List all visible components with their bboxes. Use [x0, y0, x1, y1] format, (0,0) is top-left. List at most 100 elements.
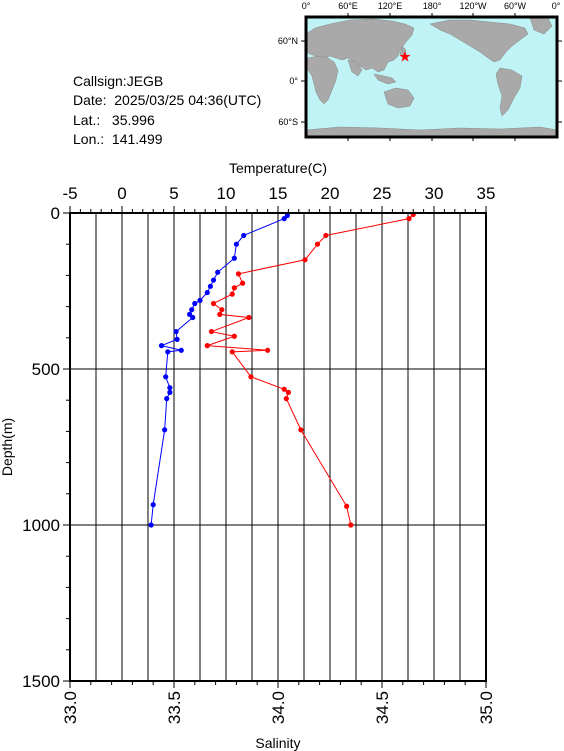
temperature-tick-labels: -5 0 5 10 15 20 25 30 35: [62, 184, 495, 203]
temperature-data-point: [241, 232, 247, 239]
temperature-data-point: [165, 349, 171, 355]
salinity-tick-label: 34.5: [373, 691, 392, 724]
plot-frame: [69, 212, 487, 682]
temperature-data-point: [178, 347, 184, 353]
temperature-tick-label: 0: [117, 184, 126, 203]
salinity-tick-labels: 33.0 33.5 34.0 34.5 35.0: [61, 691, 496, 724]
temperature-data-point: [174, 336, 180, 342]
salinity-data-point: [240, 280, 246, 286]
temperature-data-point: [210, 277, 217, 283]
map-lon-labels: 0° 60°E 120°E 180° 120°W 60°W 0°: [302, 1, 561, 11]
location-map: 0° 60°E 120°E 180° 120°W 60°W 0° 60°N 0°…: [278, 1, 562, 141]
salinity-data-point: [302, 257, 308, 263]
temperature-tick-label: 20: [321, 184, 340, 203]
map-lat-label: 60°S: [278, 117, 298, 127]
salinity-data-point: [219, 307, 225, 313]
station-info: Callsign:JEGB Date: 2025/03/25 04:36(UTC…: [73, 72, 261, 149]
salinity-data-point: [208, 328, 215, 335]
temperature-axis-label: Temperature(C): [229, 160, 327, 176]
date-label: Date: 2025/03/25 04:36(UTC): [73, 92, 262, 109]
salinity-tick-label: 35.0: [477, 691, 496, 724]
temperature-tick-label: 5: [169, 184, 178, 203]
africa-landmass: [305, 55, 339, 105]
salinity-data-point: [210, 300, 217, 307]
salinity-data-point: [314, 241, 321, 247]
temperature-data-point: [148, 522, 154, 528]
temperature-data-point: [162, 427, 168, 433]
temperature-data-point: [167, 389, 173, 395]
map-lat-labels: 60°N 0° 60°S: [278, 36, 299, 127]
salinity-data-point: [323, 232, 329, 239]
temperature-tick-label: 15: [269, 184, 288, 203]
salinity-data-point: [281, 386, 287, 392]
temperature-data-point: [231, 255, 237, 261]
salinity-data-point: [344, 503, 350, 509]
temperature-tick-label: 30: [425, 184, 444, 203]
map-lon-label: 180°: [423, 1, 442, 11]
north-america-landmass: [429, 19, 529, 63]
temperature-tick-label: 10: [217, 184, 236, 203]
map-lon-label: 120°W: [459, 1, 487, 11]
salinity-tick-label: 33.5: [165, 691, 184, 724]
map-lon-label: 0°: [552, 1, 561, 11]
temperature-data-point: [215, 269, 221, 275]
temperature-data-point: [197, 297, 203, 303]
data-series: [148, 211, 416, 528]
salinity-data-point: [285, 389, 291, 395]
india-landmass: [347, 59, 363, 77]
temperature-data-point: [189, 307, 195, 313]
temperature-data-point: [204, 289, 210, 296]
salinity-data-point: [246, 314, 252, 321]
map-lat-label: 60°N: [278, 36, 298, 46]
temperature-tick-label: 35: [477, 184, 496, 203]
temperature-data-point: [281, 216, 287, 222]
map-lon-label: 60°E: [338, 1, 358, 11]
map-lon-label: 120°E: [378, 1, 403, 11]
salinity-data-point: [229, 349, 235, 355]
salinity-tick-label: 33.0: [61, 691, 80, 724]
latitude-label: Lat.: 35.996: [73, 111, 155, 128]
salinity-data-point: [231, 285, 237, 291]
salinity-data-point: [406, 216, 412, 222]
salinity-tick-label: 34.0: [269, 691, 288, 724]
depth-tick-label: 500: [32, 360, 60, 379]
depth-tick-labels: 0 500 1000 1500: [22, 204, 60, 691]
salinity-data-point: [283, 396, 289, 402]
temperature-data-point: [164, 396, 170, 402]
temperature-data-point: [207, 283, 213, 289]
depth-tick-label: 0: [51, 204, 60, 223]
temperature-data-point: [163, 374, 169, 380]
salinity-data-point: [298, 427, 304, 433]
station-marker: [399, 51, 411, 62]
map-lon-label: 60°W: [504, 1, 527, 11]
salinity-data-point: [204, 343, 210, 349]
temperature-data-point: [150, 502, 156, 508]
salinity-data-point: [235, 271, 242, 277]
map-land: [305, 17, 558, 138]
temperature-data-point: [173, 328, 179, 335]
salinity-data-point: [348, 522, 354, 528]
salinity-data-point: [248, 374, 254, 380]
salinity-data-point: [217, 311, 223, 317]
south-america-landmass: [495, 67, 523, 117]
temperature-tick-label: 25: [373, 184, 392, 203]
depth-tick-label: 1000: [22, 516, 60, 535]
map-lat-label: 0°: [289, 76, 298, 86]
australia-landmass: [383, 87, 415, 109]
temperature-data-point: [233, 241, 239, 247]
eurasia-landmass: [305, 18, 415, 73]
salinity-axis-label: Salinity: [255, 735, 300, 751]
depth-tick-label: 1500: [22, 672, 60, 691]
depth-axis-label: Depth(m): [0, 418, 15, 476]
temperature-data-point: [190, 314, 196, 321]
indonesia-landmass: [373, 73, 397, 85]
temperature-data-point: [192, 300, 198, 307]
temperature-data-point: [158, 343, 165, 349]
salinity-data-point: [231, 333, 237, 339]
callsign-label: Callsign:JEGB: [73, 73, 164, 89]
temperature-data-point: [167, 385, 173, 391]
longitude-label: Lon.: 141.499: [73, 130, 163, 147]
temperature-tick-label: -5: [62, 184, 77, 203]
salinity-data-point: [229, 291, 235, 297]
